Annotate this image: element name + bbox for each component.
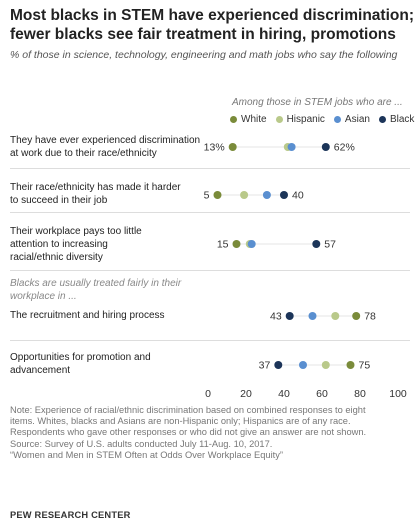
- legend-label: White: [241, 114, 267, 125]
- chart-title: Most blacks in STEM have experienced dis…: [10, 6, 414, 44]
- data-label-white: 78: [364, 311, 376, 323]
- note-line: Respondents who gave other responses or …: [10, 427, 367, 438]
- dot-black: [285, 312, 294, 320]
- data-label-black: 37: [259, 360, 271, 372]
- data-label-black: 40: [292, 190, 304, 202]
- x-tick-label: 0: [205, 388, 211, 400]
- row-label-harder-to-succeed: Their race/ethnicity has made it harder …: [10, 182, 181, 206]
- source-organization: PEW RESEARCH CENTER: [10, 510, 131, 520]
- row-separator: [10, 168, 410, 169]
- legend-item-black: Black: [378, 114, 415, 125]
- dot-black: [274, 361, 283, 369]
- legend-item-asian: Asian: [333, 114, 370, 125]
- dot-hispanic: [321, 361, 330, 369]
- x-tick-label: 20: [240, 388, 252, 400]
- dot-white: [213, 191, 222, 199]
- x-tick-label: 100: [389, 388, 407, 400]
- data-label-white: 15: [217, 239, 229, 251]
- legend-label: Hispanic: [286, 114, 325, 125]
- row-label-diversity-attention: Their workplace pays too little attentio…: [10, 226, 142, 263]
- dot-black: [321, 143, 330, 151]
- data-label-black: 57: [324, 239, 336, 251]
- data-label-white: 5: [204, 190, 210, 202]
- row-label-promotion: Opportunities for promotion and advancem…: [10, 352, 151, 376]
- x-tick-label: 40: [278, 388, 290, 400]
- row-label-recruitment: The recruitment and hiring process: [10, 310, 165, 321]
- dot-hispanic: [331, 312, 340, 320]
- note-line: items. Whites, blacks and Asians are non…: [10, 416, 351, 427]
- dot-asian: [247, 240, 256, 248]
- legend-item-hispanic: Hispanic: [275, 114, 325, 125]
- data-label-black: 43: [270, 311, 282, 323]
- section-note: Blacks are usually treated fairly in the…: [10, 278, 182, 302]
- data-label-black: 62%: [334, 142, 355, 154]
- dot-black: [312, 240, 321, 248]
- x-tick-label: 80: [354, 388, 366, 400]
- dot-white: [232, 240, 241, 248]
- title-line-1: Most blacks in STEM have experienced dis…: [10, 7, 414, 24]
- data-label-white: 75: [359, 360, 371, 372]
- chart-subtitle: % of those in science, technology, engin…: [10, 49, 398, 61]
- note-line: Note: Experience of racial/ethnic discri…: [10, 405, 366, 415]
- report-title-line: “Women and Men in STEM Often at Odds Ove…: [10, 449, 283, 460]
- legend-title: Among those in STEM jobs who are ...: [232, 97, 403, 108]
- dot-white: [228, 143, 237, 151]
- dot-asian: [299, 361, 307, 369]
- data-label-white: 13%: [204, 142, 225, 154]
- dot-white: [346, 361, 355, 369]
- x-tick-label: 60: [316, 388, 328, 400]
- dot-black: [280, 191, 288, 199]
- legend-swatch: [378, 116, 386, 123]
- legend: White Hispanic Asian Black: [230, 114, 414, 125]
- legend-swatch: [275, 116, 283, 123]
- row-label-discrimination: They have ever experienced discriminatio…: [10, 135, 201, 159]
- row-separator: [10, 340, 410, 341]
- dot-hispanic: [240, 191, 249, 199]
- row-separator: [10, 212, 410, 213]
- legend-swatch: [333, 116, 341, 123]
- legend-item-white: White: [230, 114, 267, 125]
- title-line-2: fewer blacks see fair treatment in hirin…: [10, 26, 396, 43]
- dot-asian: [287, 143, 296, 151]
- row-separator: [10, 270, 410, 271]
- legend-label: Black: [389, 114, 415, 125]
- dot-asian: [308, 312, 317, 320]
- dot-asian: [262, 191, 271, 199]
- source-line: Source: Survey of U.S. adults conducted …: [10, 438, 273, 449]
- legend-swatch: [230, 116, 237, 123]
- legend-label: Asian: [344, 114, 370, 125]
- dot-white: [352, 312, 361, 320]
- notes: Note: Experience of racial/ethnic discri…: [10, 405, 414, 461]
